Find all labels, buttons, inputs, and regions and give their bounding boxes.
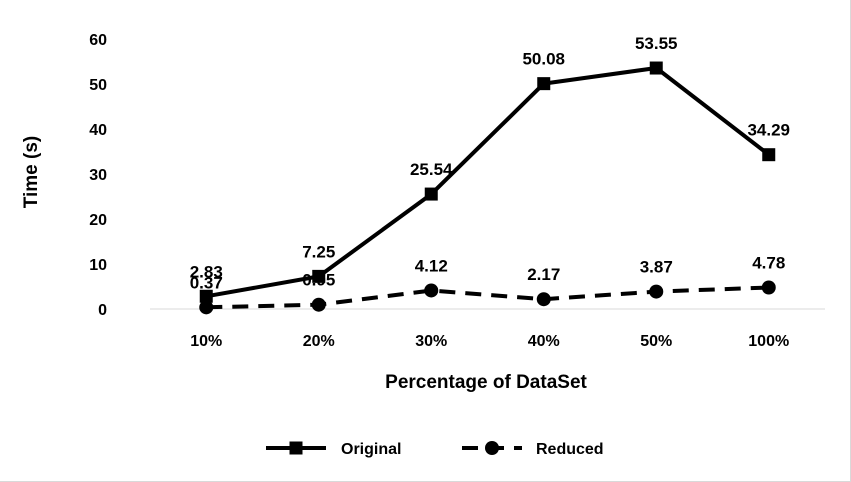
x-axis: 10% 20% 30% 40% 50% 100% — [150, 308, 825, 350]
data-point-original — [199, 289, 213, 303]
y-tick-label: 30 — [89, 167, 107, 184]
x-tick-label: 10% — [190, 333, 222, 350]
x-tick-label: 50% — [640, 333, 672, 350]
data-label-original: 53.55 — [635, 34, 678, 53]
y-tick-label: 10 — [89, 257, 107, 274]
legend-label-original: Original — [341, 441, 401, 458]
data-label-reduced: 4.78 — [752, 253, 785, 272]
data-label-original: 50.08 — [522, 50, 565, 69]
data-point-original — [649, 61, 663, 75]
data-point-original — [424, 187, 438, 201]
y-tick-label: 60 — [89, 32, 107, 49]
data-label-original: 7.25 — [302, 242, 335, 261]
y-tick-label: 0 — [98, 302, 107, 319]
series-line-reduced — [206, 285, 769, 310]
data-point-reduced — [424, 283, 439, 298]
y-tick-label: 50 — [89, 77, 107, 94]
series-line-original — [205, 66, 771, 299]
data-label-reduced: 2.17 — [527, 265, 560, 284]
x-tick-label: 20% — [303, 333, 335, 350]
data-label-original: 25.54 — [410, 160, 453, 179]
data-point-reduced — [536, 292, 551, 307]
x-tick-label: 30% — [415, 333, 447, 350]
data-point-original — [537, 77, 551, 91]
data-label-reduced: 0.37 — [190, 273, 223, 292]
legend-marker-original — [289, 441, 303, 455]
data-point-original — [762, 148, 776, 162]
legend-label-reduced: Reduced — [536, 441, 604, 458]
y-tick-label: 40 — [89, 122, 107, 139]
data-point-reduced — [649, 284, 664, 299]
data-point-reduced — [199, 300, 214, 315]
data-point-reduced — [311, 297, 326, 312]
data-label-reduced: 0.95 — [302, 271, 335, 290]
data-label-reduced: 4.12 — [415, 256, 448, 275]
x-axis-title: Percentage of DataSet — [385, 372, 587, 393]
y-axis-title: Time (s) — [21, 136, 42, 209]
data-point-reduced — [761, 280, 776, 295]
data-point-original — [312, 269, 326, 283]
series-layer — [199, 61, 776, 315]
data-label-original: 2.83 — [190, 262, 223, 281]
data-labels: 2.83 7.25 25.54 50.08 53.55 34.29 0.37 0.95 4.12… — [190, 34, 790, 292]
legend: Original Reduced — [266, 441, 604, 458]
y-axis: 0 10 20 30 40 50 60 — [89, 32, 107, 319]
data-label-reduced: 3.87 — [640, 258, 673, 277]
data-label-original: 34.29 — [747, 121, 790, 140]
x-tick-label: 40% — [528, 333, 560, 350]
y-tick-label: 20 — [89, 212, 107, 229]
legend-marker-reduced — [485, 441, 499, 455]
x-tick-label: 100% — [748, 333, 789, 350]
